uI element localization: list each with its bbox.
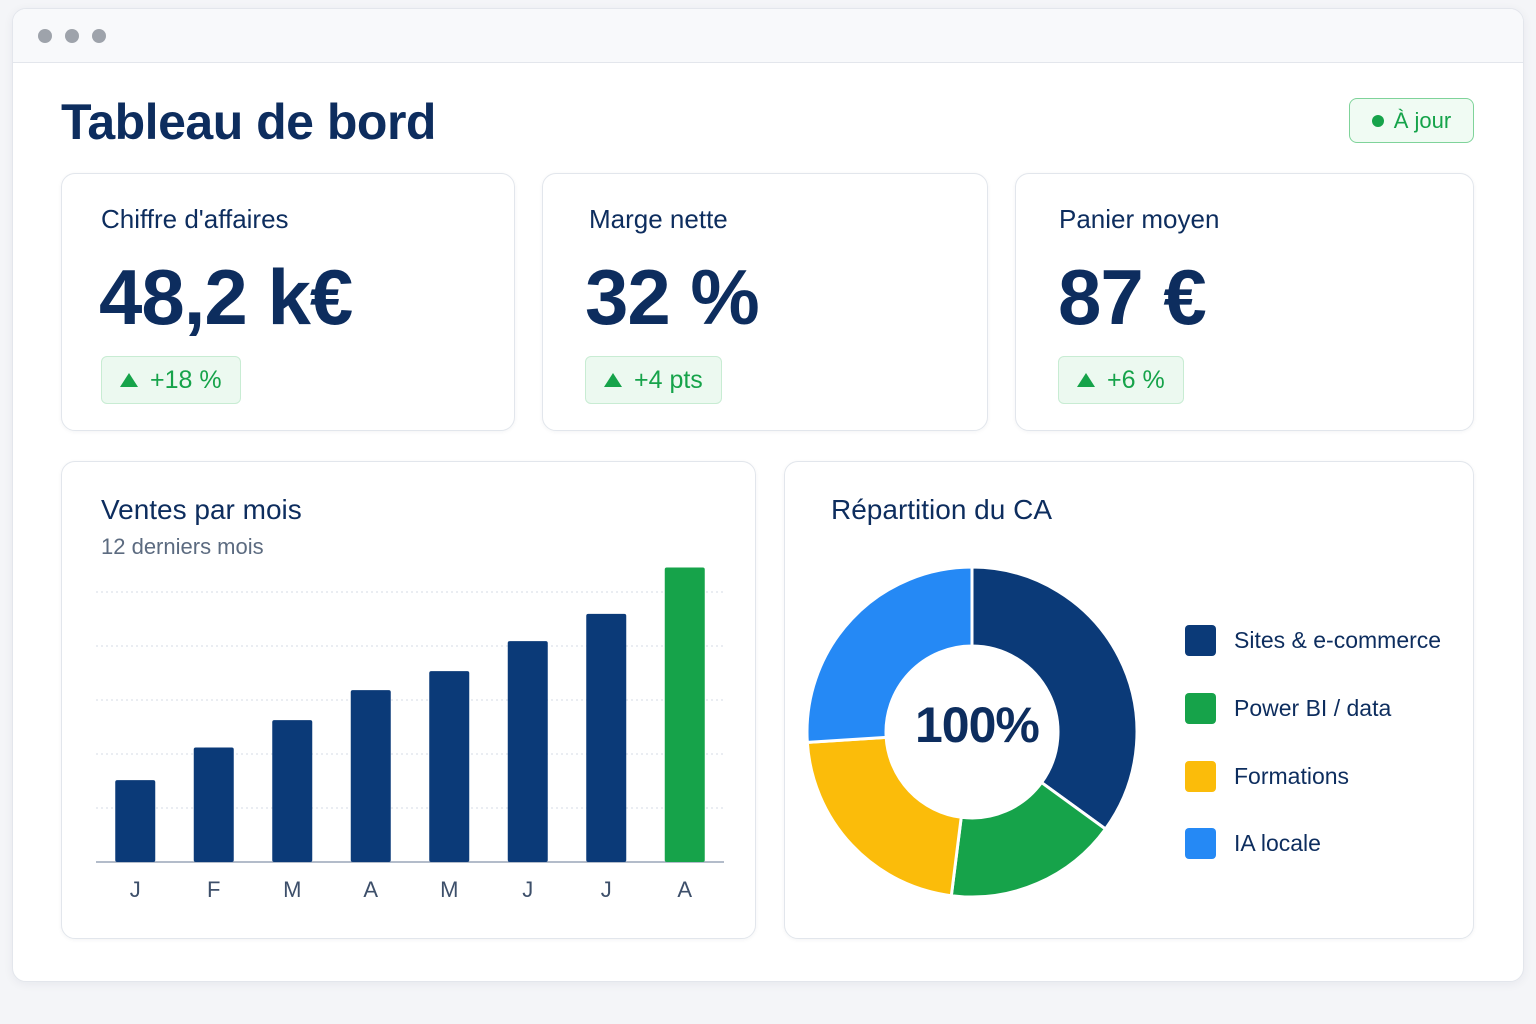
x-tick-label: M xyxy=(283,877,301,902)
chart-title: Ventes par mois xyxy=(101,494,302,525)
window-close-dot-icon[interactable] xyxy=(38,29,52,43)
donut-slice[interactable] xyxy=(970,565,1139,832)
app-window: Tableau de bord À jour Chiffre d'affaire… xyxy=(12,8,1524,982)
kpi-delta-value: +4 pts xyxy=(634,365,703,394)
revenue-donut-chart xyxy=(805,565,1139,899)
legend-label: Power BI / data xyxy=(1234,695,1392,721)
kpi-card-margin[interactable]: Marge nette 32 % +4 pts xyxy=(542,173,988,431)
legend-item: IA locale xyxy=(1185,828,1321,859)
chart-title: Répartition du CA xyxy=(831,494,1053,525)
x-tick-label: J xyxy=(130,877,141,902)
legend-swatch xyxy=(1185,625,1216,656)
bar[interactable] xyxy=(664,567,705,862)
status-label: À jour xyxy=(1393,107,1452,133)
legend-label: IA locale xyxy=(1234,830,1321,856)
bar[interactable] xyxy=(429,671,470,862)
kpi-delta-badge: +18 % xyxy=(101,356,241,404)
sales-chart-card: Ventes par mois 12 derniers mois J F M A M J J… xyxy=(61,461,756,939)
x-tick-label: J xyxy=(522,877,533,902)
bar[interactable] xyxy=(507,641,548,862)
revenue-split-card: Répartition du CA 100% Sites & e-commerc… xyxy=(784,461,1474,939)
donut-center-label: 100% xyxy=(915,697,1040,753)
kpi-label: Chiffre d'affaires xyxy=(101,204,289,234)
donut-slice[interactable] xyxy=(805,565,974,744)
window-maximize-dot-icon[interactable] xyxy=(92,29,106,43)
kpi-card-basket[interactable]: Panier moyen 87 € +6 % xyxy=(1015,173,1474,431)
kpi-label: Panier moyen xyxy=(1059,204,1220,234)
trend-up-icon xyxy=(604,373,622,387)
kpi-card-revenue[interactable]: Chiffre d'affaires 48,2 k€ +18 % xyxy=(61,173,515,431)
legend-item: Sites & e-commerce xyxy=(1185,625,1441,656)
donut-slice[interactable] xyxy=(805,735,963,898)
legend-item: Formations xyxy=(1185,761,1349,792)
trend-up-icon xyxy=(120,373,138,387)
legend-label: Sites & e-commerce xyxy=(1234,627,1442,653)
window-titlebar xyxy=(13,9,1523,63)
page-title: Tableau de bord xyxy=(61,94,436,150)
x-tick-label: A xyxy=(363,877,378,902)
trend-up-icon xyxy=(1077,373,1095,387)
kpi-delta-badge: +4 pts xyxy=(585,356,722,404)
x-tick-label: J xyxy=(601,877,612,902)
legend-label: Formations xyxy=(1234,763,1350,789)
status-dot-icon xyxy=(1371,114,1384,127)
window-minimize-dot-icon[interactable] xyxy=(65,29,79,43)
legend-swatch xyxy=(1185,828,1216,859)
kpi-value: 48,2 k€ xyxy=(99,253,353,341)
chart-subtitle: 12 derniers mois xyxy=(101,534,264,559)
kpi-delta-value: +6 % xyxy=(1107,365,1165,394)
legend-swatch xyxy=(1185,693,1216,724)
bar[interactable] xyxy=(115,780,156,862)
kpi-value: 87 € xyxy=(1058,253,1207,341)
legend-item: Power BI / data xyxy=(1185,693,1391,724)
x-tick-label: M xyxy=(440,877,458,902)
bar[interactable] xyxy=(586,613,627,862)
kpi-value: 32 % xyxy=(585,253,760,341)
bar[interactable] xyxy=(272,720,313,862)
kpi-delta-badge: +6 % xyxy=(1058,356,1184,404)
legend-swatch xyxy=(1185,761,1216,792)
kpi-delta-value: +18 % xyxy=(150,365,222,394)
bar[interactable] xyxy=(350,690,391,862)
x-tick-label: F xyxy=(207,877,220,902)
kpi-label: Marge nette xyxy=(589,204,728,234)
bar[interactable] xyxy=(193,747,234,862)
status-badge: À jour xyxy=(1349,98,1474,143)
x-tick-label: A xyxy=(677,877,692,902)
donut-slice[interactable] xyxy=(949,780,1108,899)
